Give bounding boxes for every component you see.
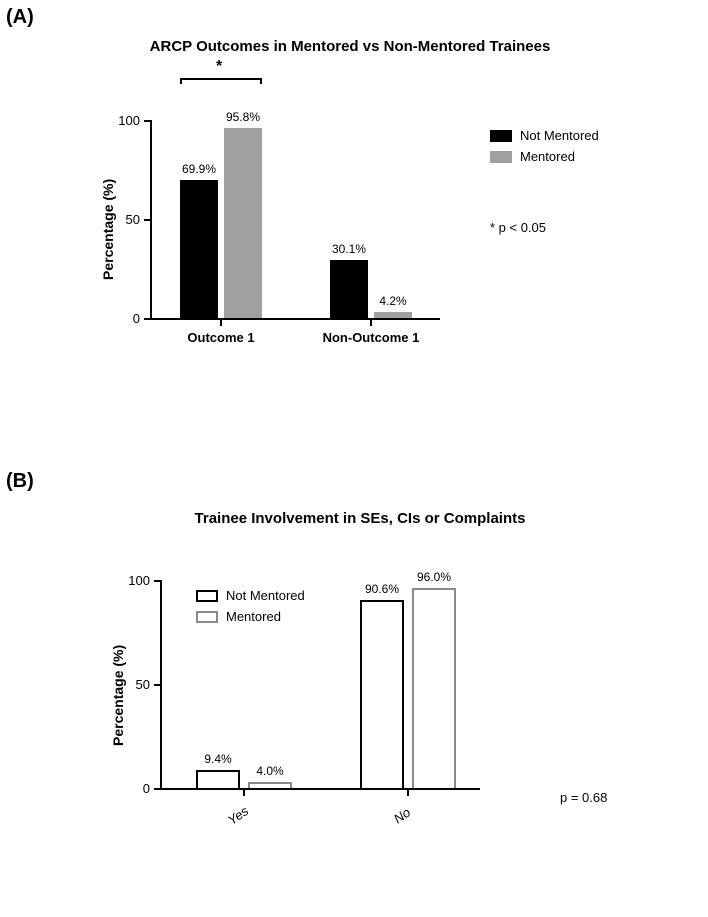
ytick-a-100: [144, 120, 150, 122]
barlabel-b-g1-s0: 90.6%: [352, 582, 412, 596]
xcat-a-0: Outcome 1: [161, 330, 281, 345]
bar-b-g1-s1: [412, 588, 456, 790]
sig-star-a: *: [216, 58, 222, 76]
barlabel-b-g1-s1: 96.0%: [404, 570, 464, 584]
bar-b-g1-s0: [360, 600, 404, 790]
bar-a-g1-s0: [330, 260, 368, 320]
barlabel-b-g0-s0: 9.4%: [188, 752, 248, 766]
barlabel-a-g1-s0: 30.1%: [319, 242, 379, 256]
panel-b-title: Trainee Involvement in SEs, CIs or Compl…: [120, 510, 600, 527]
panel-b-pnote: p = 0.68: [560, 790, 607, 805]
panel-b-yaxis: [160, 580, 162, 790]
legend-b-row-1: Mentored: [196, 609, 305, 624]
xtick-b-1: [407, 790, 409, 796]
bar-a-g0-s1: [224, 128, 262, 320]
legend-b-label-1: Mentored: [226, 609, 281, 624]
legend-a-label-1: Mentored: [520, 149, 575, 164]
barlabel-a-g1-s1: 4.2%: [363, 294, 423, 308]
barlabel-a-g0-s0: 69.9%: [169, 162, 229, 176]
panel-b-legend: Not Mentored Mentored: [196, 588, 305, 630]
legend-b-label-0: Not Mentored: [226, 588, 305, 603]
yticklabel-b-0: 0: [124, 781, 150, 796]
legend-b-swatch-0: [196, 590, 218, 602]
xcat-b-1: No: [373, 792, 431, 839]
legend-a-row-0: Not Mentored: [490, 128, 599, 143]
panel-a-chart: 69.9% 95.8% 30.1% 4.2% 0 50 100 Outcome …: [150, 120, 460, 320]
ytick-b-100: [154, 580, 160, 582]
panel-a-yaxis: [150, 120, 152, 320]
yticklabel-b-100: 100: [124, 573, 150, 588]
ytick-a-0: [144, 318, 150, 320]
legend-a-swatch-1: [490, 151, 512, 163]
yticklabel-a-0: 0: [114, 311, 140, 326]
ytick-a-50: [144, 219, 150, 221]
ytick-b-50: [154, 684, 160, 686]
legend-a-swatch-0: [490, 130, 512, 142]
ytick-b-0: [154, 788, 160, 790]
yticklabel-b-50: 50: [124, 677, 150, 692]
yticklabel-a-100: 100: [114, 113, 140, 128]
xcat-a-1: Non-Outcome 1: [301, 330, 441, 345]
panel-a-pnote: * p < 0.05: [490, 220, 546, 235]
panel-b-yaxis-title: Percentage (%): [110, 626, 126, 746]
panel-b-label: (B): [6, 470, 34, 493]
barlabel-b-g0-s1: 4.0%: [240, 764, 300, 778]
sig-line-a: [180, 78, 262, 80]
legend-b-swatch-1: [196, 611, 218, 623]
sig-tick-a-l: [180, 78, 182, 84]
xtick-a-0: [220, 320, 222, 326]
xtick-b-0: [243, 790, 245, 796]
panel-a-legend: Not Mentored Mentored: [490, 128, 599, 170]
bar-a-g0-s0: [180, 180, 218, 320]
panel-a-label: (A): [6, 6, 34, 29]
xtick-a-1: [370, 320, 372, 326]
panel-b-xaxis: [160, 788, 480, 790]
sig-tick-a-r: [260, 78, 262, 84]
barlabel-a-g0-s1: 95.8%: [213, 110, 273, 124]
panel-a-title: ARCP Outcomes in Mentored vs Non-Mentore…: [80, 38, 620, 55]
xcat-b-0: Yes: [209, 792, 267, 839]
legend-a-row-1: Mentored: [490, 149, 599, 164]
legend-b-row-0: Not Mentored: [196, 588, 305, 603]
legend-a-label-0: Not Mentored: [520, 128, 599, 143]
panel-a-xaxis: [150, 318, 440, 320]
yticklabel-a-50: 50: [114, 212, 140, 227]
panel-a-yaxis-title: Percentage (%): [100, 160, 116, 280]
